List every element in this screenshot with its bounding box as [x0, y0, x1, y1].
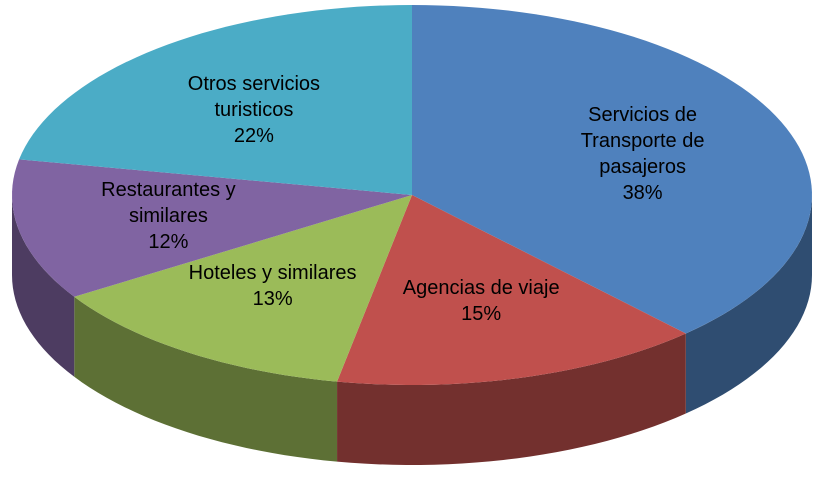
slice-percent: 12% — [148, 230, 189, 253]
slice — [74, 195, 412, 382]
slice-side — [685, 195, 812, 414]
slice — [337, 195, 686, 385]
slice-percent: 15% — [461, 302, 502, 325]
slice-name: Restaurantes y similares — [101, 178, 236, 227]
slice-percent: 13% — [252, 288, 293, 311]
slice — [19, 5, 412, 195]
slice-side — [74, 296, 338, 462]
data-label: Agencias de viaje 15% — [386, 275, 576, 327]
slice-name: Otros servicios turisticos — [187, 73, 321, 122]
slice-percent: 38% — [622, 182, 663, 205]
data-label: Restaurantes y similares 12% — [73, 177, 263, 255]
slice — [12, 159, 413, 297]
slice-name: Servicios de Transporte de pasajeros — [580, 104, 705, 179]
slice-percent: 22% — [233, 125, 274, 148]
data-label: Servicios de Transporte de pasajeros 38% — [548, 102, 738, 206]
slice-name: Hoteles y similares — [188, 262, 357, 285]
slice-side — [337, 333, 686, 465]
slice-name: Agencias de viaje — [402, 276, 560, 299]
slice-side — [12, 195, 75, 377]
data-label: Hoteles y similares 13% — [178, 260, 368, 312]
slice — [412, 5, 812, 334]
data-label: Otros servicios turisticos 22% — [159, 71, 349, 149]
